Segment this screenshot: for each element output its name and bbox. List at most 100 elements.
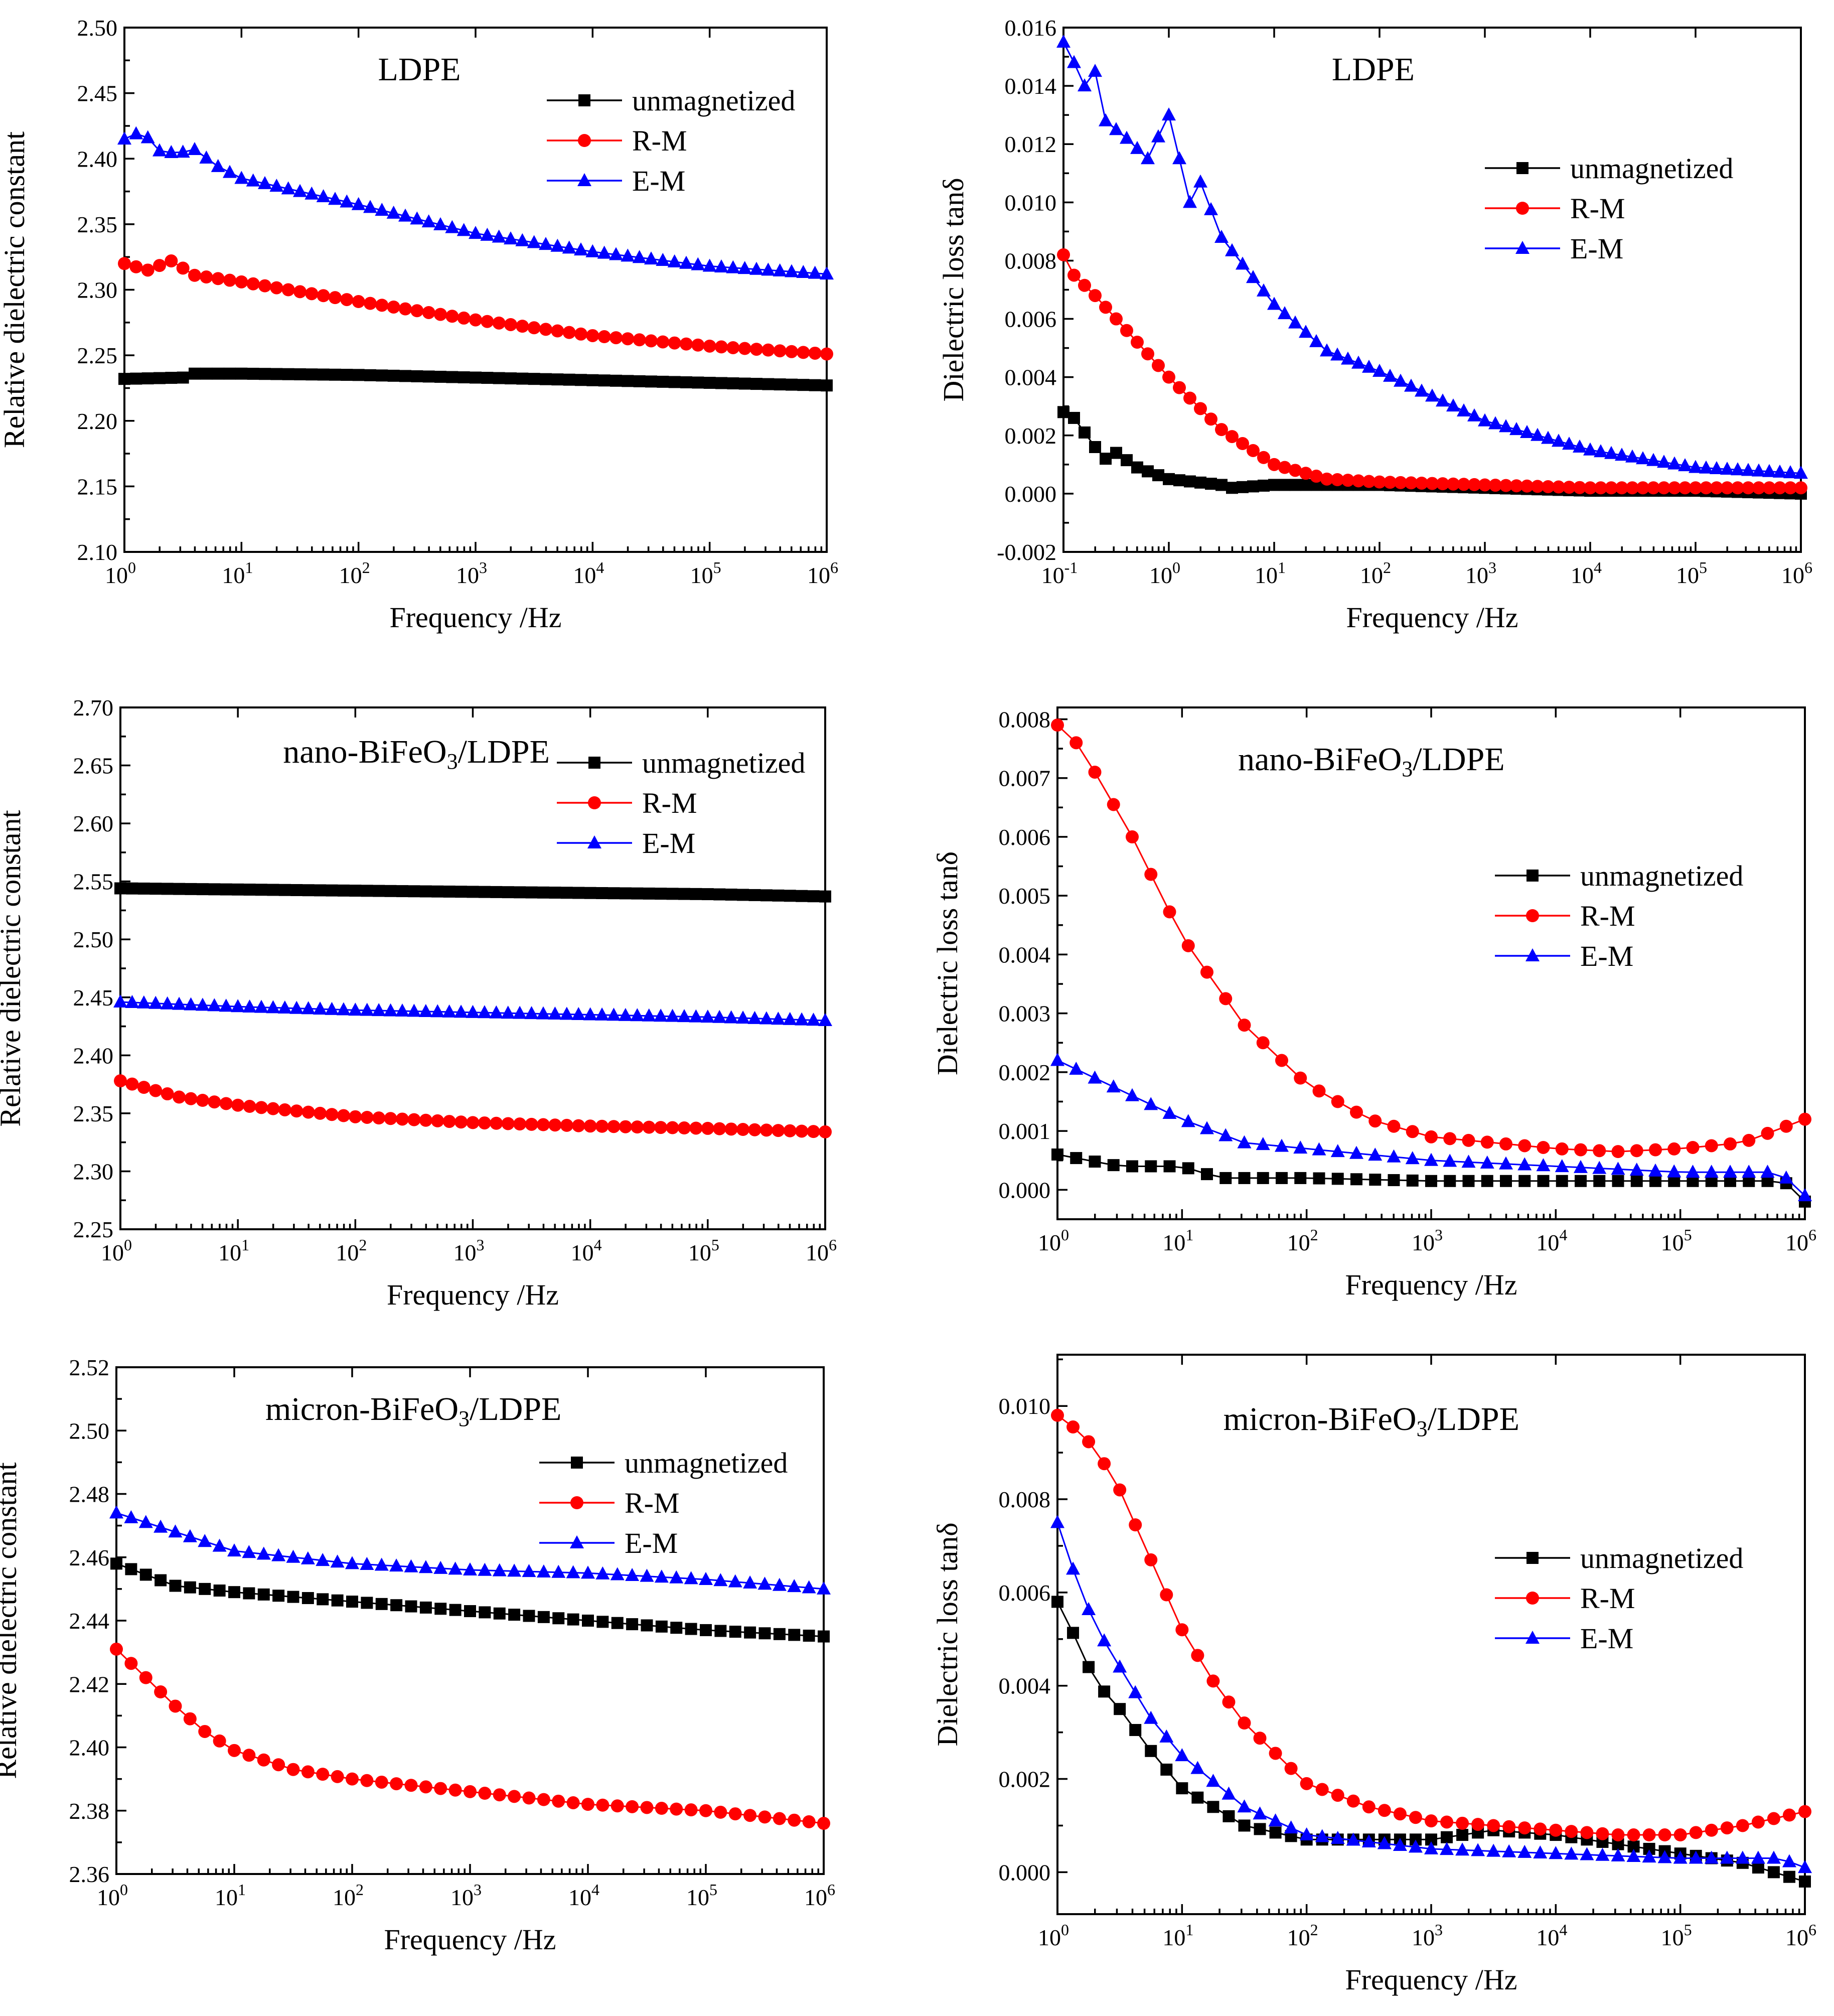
data-point bbox=[1405, 476, 1418, 490]
data-point bbox=[346, 1596, 358, 1608]
data-point bbox=[1488, 416, 1502, 429]
series-r-m bbox=[118, 254, 833, 361]
y-tick-label: 0.008 bbox=[999, 706, 1051, 732]
series-unmagnetized bbox=[110, 1557, 830, 1643]
data-point bbox=[563, 373, 575, 386]
y-tick-label: 2.20 bbox=[77, 408, 118, 434]
legend-label: E-M bbox=[1580, 940, 1633, 972]
data-point bbox=[1779, 1119, 1793, 1133]
data-point bbox=[364, 297, 377, 310]
data-point bbox=[537, 1611, 550, 1623]
data-point bbox=[1779, 1170, 1793, 1184]
y-tick-label: 2.40 bbox=[73, 1043, 114, 1068]
data-point bbox=[1461, 1155, 1476, 1168]
data-point bbox=[1630, 1175, 1643, 1187]
series-unmagnetized bbox=[114, 882, 831, 903]
data-point bbox=[714, 1625, 727, 1637]
legend-label: unmagnetized bbox=[632, 84, 795, 117]
data-point bbox=[243, 884, 256, 896]
data-point bbox=[1368, 1114, 1382, 1128]
data-point bbox=[1596, 1827, 1609, 1840]
y-tick-label: 2.42 bbox=[69, 1671, 110, 1697]
x-tick-label: 101 bbox=[218, 1236, 249, 1265]
data-point bbox=[1673, 1850, 1688, 1864]
data-point bbox=[340, 194, 354, 208]
y-tick-label: 2.40 bbox=[69, 1735, 110, 1761]
data-point bbox=[361, 885, 373, 897]
data-point bbox=[1611, 1145, 1625, 1159]
data-point bbox=[1173, 474, 1185, 487]
data-point bbox=[700, 1624, 712, 1636]
data-point bbox=[1657, 455, 1671, 468]
data-point bbox=[1162, 107, 1176, 121]
data-point bbox=[1782, 1808, 1796, 1822]
legend: unmagnetized R-M E-M bbox=[1485, 152, 1733, 265]
data-point bbox=[771, 1012, 786, 1025]
data-point bbox=[1721, 481, 1734, 495]
y-tick-label: 0.002 bbox=[999, 1060, 1051, 1085]
data-point bbox=[523, 1610, 535, 1622]
data-point bbox=[549, 887, 561, 899]
data-point bbox=[228, 1586, 240, 1599]
data-point bbox=[596, 1616, 609, 1628]
data-point bbox=[1763, 481, 1776, 495]
data-point bbox=[149, 883, 162, 895]
data-point bbox=[818, 1630, 830, 1643]
data-point bbox=[1481, 1175, 1493, 1187]
series-r-m bbox=[1051, 1408, 1811, 1842]
data-point bbox=[1152, 359, 1165, 372]
data-point bbox=[325, 1001, 339, 1015]
legend-marker bbox=[570, 1496, 583, 1509]
data-point bbox=[1731, 481, 1744, 495]
data-point bbox=[337, 1109, 350, 1122]
data-point bbox=[301, 1592, 314, 1605]
data-point bbox=[504, 231, 518, 245]
data-point bbox=[267, 884, 279, 896]
data-point bbox=[786, 378, 798, 391]
data-point bbox=[692, 376, 704, 389]
data-point bbox=[1050, 1515, 1064, 1528]
data-point bbox=[411, 370, 423, 382]
legend-label: E-M bbox=[1570, 232, 1623, 265]
data-point bbox=[390, 1599, 403, 1612]
data-point bbox=[329, 291, 342, 305]
data-point bbox=[176, 261, 190, 275]
x-axis-label: Frequency /Hz bbox=[389, 601, 561, 634]
y-tick-label: 2.50 bbox=[77, 15, 118, 41]
y-tick-label: 2.30 bbox=[77, 277, 118, 303]
data-point bbox=[738, 342, 751, 355]
y-tick-label: 0.005 bbox=[999, 883, 1051, 909]
data-point bbox=[655, 1620, 668, 1633]
data-point bbox=[631, 1120, 644, 1134]
data-point bbox=[582, 1615, 594, 1627]
series-e-m bbox=[113, 994, 832, 1026]
data-point bbox=[1443, 1132, 1457, 1145]
data-point bbox=[282, 368, 294, 380]
data-point bbox=[1549, 1823, 1563, 1837]
y-tick-label: 2.70 bbox=[73, 695, 114, 721]
data-point bbox=[1580, 1847, 1594, 1860]
data-point bbox=[352, 369, 365, 381]
y-tick-label: 0.002 bbox=[999, 1767, 1051, 1792]
data-point bbox=[305, 287, 319, 301]
data-point bbox=[1673, 1828, 1687, 1842]
data-point bbox=[404, 1779, 418, 1792]
data-point bbox=[407, 1003, 421, 1017]
data-point bbox=[1377, 1836, 1392, 1849]
data-point bbox=[1605, 481, 1618, 495]
data-point bbox=[1236, 256, 1250, 270]
data-point bbox=[504, 318, 517, 331]
data-point bbox=[281, 283, 295, 297]
data-point bbox=[595, 1119, 609, 1133]
data-point bbox=[478, 886, 491, 898]
data-point bbox=[1440, 1842, 1454, 1855]
data-point bbox=[1594, 481, 1607, 495]
data-point bbox=[1478, 478, 1491, 492]
data-point bbox=[184, 1581, 196, 1594]
data-point bbox=[1205, 478, 1217, 490]
data-point bbox=[434, 1782, 447, 1795]
data-point bbox=[595, 1007, 609, 1021]
data-point bbox=[1079, 426, 1091, 439]
data-point bbox=[466, 1004, 480, 1018]
data-point bbox=[802, 1815, 816, 1828]
